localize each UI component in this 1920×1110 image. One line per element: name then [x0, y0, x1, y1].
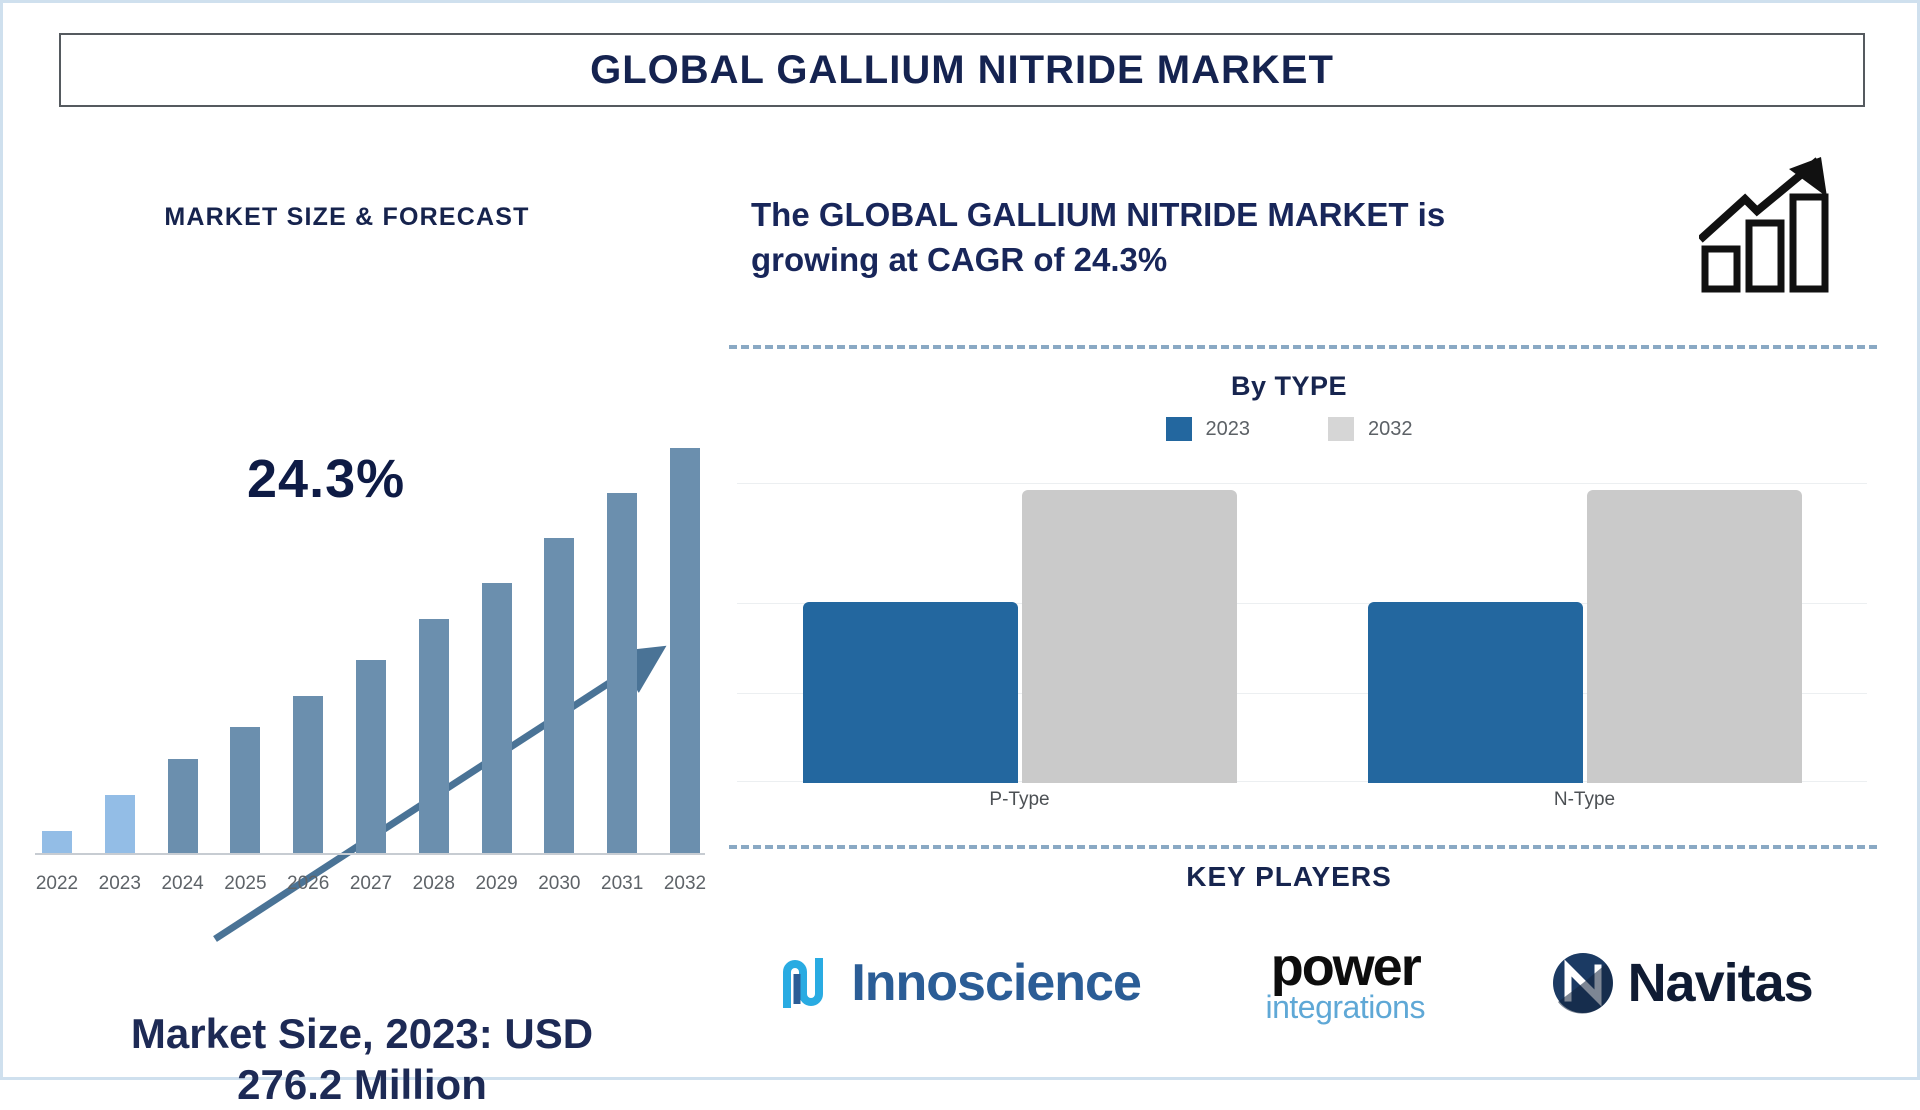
chart-baseline [35, 853, 705, 855]
logo-innoscience[interactable]: Innoscience [777, 952, 1142, 1014]
market-size-line-2: 276.2 Million [237, 1061, 487, 1109]
legend-item-2023: 2023 [1165, 417, 1251, 441]
bar-col-2032 [663, 403, 707, 853]
bar-n-type-2032 [1586, 490, 1802, 783]
bar-col-2027 [349, 403, 393, 853]
year-label: 2027 [349, 873, 393, 894]
bar-col-2030 [537, 403, 581, 853]
gridline [737, 483, 1867, 484]
bar-col-2025 [223, 403, 267, 853]
year-label: 2032 [663, 873, 707, 894]
bar-col-2031 [600, 403, 644, 853]
bar-2027 [355, 659, 386, 853]
title-bar: GLOBAL GALLIUM NITRIDE MARKET [59, 33, 1865, 107]
legend-swatch-gray-icon [1328, 417, 1354, 441]
bar-2029 [481, 583, 512, 853]
logo-navitas-text: Navitas [1627, 953, 1814, 1013]
bar-col-2026 [286, 403, 330, 853]
year-label: 2022 [35, 873, 79, 894]
market-size-forecast-panel: MARKET SIZE & FORECAST 24.3% [17, 123, 706, 1108]
by-type-bar-chart [737, 481, 1867, 783]
year-label: 2031 [601, 873, 644, 894]
bar-p-type-2032 [1021, 490, 1237, 783]
gridline [737, 781, 1867, 782]
market-size-heading: MARKET SIZE & FORECAST [164, 203, 530, 231]
bar-col-2024 [161, 403, 205, 853]
innoscience-logo-mark-icon [783, 958, 824, 1008]
growth-bar-chart-arrow-icon [1699, 157, 1829, 293]
bar-2023 [104, 794, 135, 853]
logo-power-integrations[interactable]: power integrations [1265, 937, 1426, 1026]
bar-2032 [669, 448, 700, 853]
bar-2024 [167, 758, 198, 853]
type-bar-groups [737, 481, 1867, 783]
year-label: 2030 [538, 873, 581, 894]
cagr-headline: The GLOBAL GALLIUM NITRIDE MARKET is gro… [751, 196, 1446, 278]
legend-swatch-blue-icon [1165, 417, 1192, 441]
year-label: 2026 [287, 873, 330, 894]
bar-2028 [418, 619, 449, 853]
bar-p-type-2023 [802, 601, 1018, 783]
key-players-title: KEY PLAYERS [1186, 861, 1392, 892]
market-size-bar-chart: 2022 2023 2024 2025 2026 2027 2028 2029 … [23, 373, 713, 983]
key-players-logos: Innoscience power integrations Navitas [715, 913, 1875, 1053]
category-label-n-type: N-Type [1553, 789, 1616, 810]
bar-col-2028 [412, 403, 456, 853]
bar-n-type-2023 [1367, 601, 1583, 783]
bar-2025 [230, 727, 261, 853]
cagr-value-large: 24.3% [247, 449, 406, 509]
navitas-logo-mark-icon [1552, 953, 1613, 1014]
market-size-line-1: Market Size, 2023: USD [130, 1010, 594, 1057]
logo-innoscience-text: Innoscience [851, 954, 1142, 1012]
logo-power-text: power [1270, 937, 1422, 998]
by-type-title: By TYPE [1230, 371, 1348, 401]
bar-2026 [293, 695, 324, 853]
bar-col-2029 [475, 403, 519, 853]
right-panel: The GLOBAL GALLIUM NITRIDE MARKET is gro… [715, 123, 1901, 1053]
category-label-p-type: P-Type [989, 789, 1050, 810]
year-label: 2028 [412, 873, 455, 894]
bar-2022 [42, 830, 72, 853]
year-label: 2024 [161, 873, 204, 894]
type-group-n-type [1319, 481, 1850, 783]
type-group-p-type [754, 481, 1285, 783]
bar-2031 [607, 493, 638, 853]
legend-item-2032: 2032 [1328, 417, 1413, 441]
gridline [737, 693, 1867, 694]
market-size-value: Market Size, 2023: USD 276.2 Million [17, 1008, 707, 1110]
legend-label: 2032 [1368, 417, 1413, 440]
bar-col-2022 [35, 403, 79, 853]
year-label: 2029 [475, 873, 518, 894]
logo-integrations-text: integrations [1265, 989, 1426, 1026]
bar-2030 [544, 538, 575, 853]
by-type-legend: 2023 2032 [715, 417, 1863, 441]
legend-label: 2023 [1205, 417, 1251, 440]
logo-navitas[interactable]: Navitas [1550, 950, 1814, 1016]
bar-col-2023 [98, 403, 142, 853]
type-category-labels: P-Type N-Type [737, 789, 1867, 811]
divider-top [729, 345, 1877, 349]
year-label: 2023 [98, 873, 141, 894]
gridline [737, 603, 1867, 604]
year-axis-labels: 2022 2023 2024 2025 2026 2027 2028 2029 … [35, 873, 707, 895]
year-label: 2025 [224, 873, 267, 894]
page-title: GLOBAL GALLIUM NITRIDE MARKET [590, 47, 1334, 92]
divider-bottom [729, 845, 1877, 849]
forecast-bars [35, 403, 707, 853]
